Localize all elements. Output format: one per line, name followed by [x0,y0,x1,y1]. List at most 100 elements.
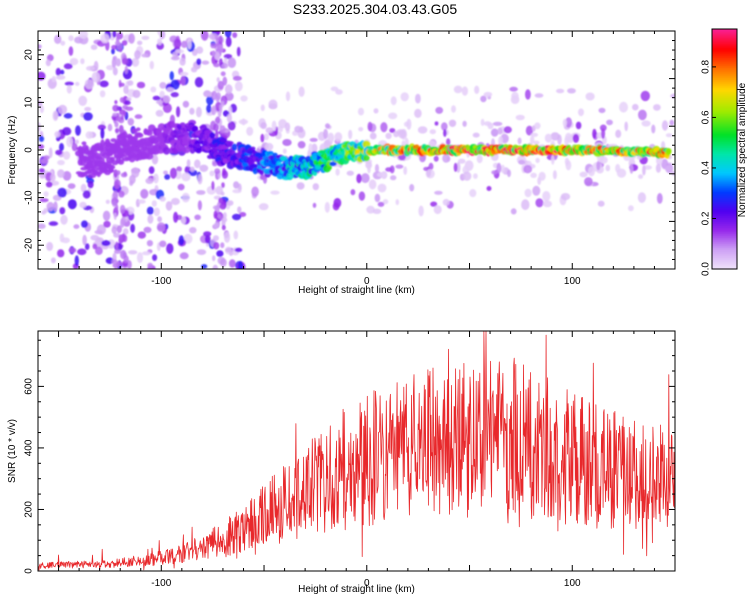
spectrogram-noise-cell [38,122,41,132]
spectrogram-noise-cell [189,166,195,172]
spectrogram-noise-cell [433,155,439,162]
colorbar-segment [712,193,737,196]
spectrogram-ridge-cell [162,146,171,155]
spectrogram-noise-cell [62,127,72,136]
spectrogram-noise-cell [63,113,73,119]
spectrogram-noise-cell [556,88,565,94]
spectrogram-streak-cell [114,249,121,254]
spectrogram-noise-cell [417,126,428,134]
spectrogram-noise-cell [159,240,167,248]
spectrogram-streak-cell [218,35,223,45]
spectrogram-noise-cell [367,121,373,132]
spectrogram-noise-cell [653,104,661,111]
spectrogram-noise-cell [498,136,504,146]
spectrogram-streak-cell [114,179,121,189]
spectrogram-noise-cell [83,112,93,121]
spectrogram-ridge-cell [136,127,141,132]
spectrogram-noise-cell [601,128,606,139]
spectrogram-noise-cell [170,92,179,98]
spectrogram-noise-cell [48,147,53,158]
spectrogram-noise-cell [638,174,644,179]
spectrogram-streak-cell [121,40,128,46]
spectrogram-noise-cell [263,133,269,141]
spectrogram-noise-cell [147,262,153,268]
spectrogram-noise-cell [233,230,239,240]
colorbar-segment [712,151,737,154]
spectrogram-noise-cell [107,123,113,132]
colorbar-segment [712,261,737,264]
spectrogram-noise-cell [510,208,517,215]
colorbar-segment [712,51,737,54]
spectrogram-noise-cell [116,225,122,234]
spectrogram-streak-cell [216,44,224,54]
spectrogram-noise-cell [655,163,662,173]
spectrogram-noise-cell [128,250,138,255]
colorbar-segment [712,253,737,256]
spectrogram-noise-cell [579,171,588,178]
spectrogram-ridge-cell [219,137,227,143]
colorbar-segment [712,207,737,210]
spectrogram-noise-cell [429,129,436,135]
spectrogram-ridge-cell [363,155,370,162]
colorbar-segment [712,47,737,50]
spectrogram-noise-cell [39,171,46,179]
x-tick-label: 0 [364,276,370,287]
y-tick-label: 0 [24,568,35,574]
colorbar-segment [712,191,737,194]
spectrogram-noise-cell [376,172,386,178]
spectrogram-noise-cell [94,230,103,235]
spectrogram-noise-cell [661,120,669,131]
spectrogram-noise-cell [406,118,412,130]
spectrogram-noise-cell [599,124,607,132]
colorbar-segment [712,165,737,168]
spectrogram-noise-cell [53,201,58,212]
colorbar-segment [712,201,737,204]
spectrogram-noise-cell [194,77,204,88]
x-tick-label: 100 [564,276,581,287]
spectrogram-noise-cell [585,92,595,101]
colorbar-segment [712,147,737,150]
spectrogram-noise-cell [64,81,74,86]
spectrogram-noise-cell [197,174,203,185]
colorbar-segment [712,157,737,160]
spectrogram-streak-cell [213,235,219,242]
spectrogram-streak-cell [214,117,220,123]
spectrogram-ridge-cell [194,143,201,148]
spectrogram-noise-cell [332,202,340,211]
spectrogram-noise-cell [533,140,540,145]
spectrogram-noise-cell [530,135,535,144]
spectrogram-noise-cell [78,95,88,107]
colorbar-segment [712,139,737,142]
spectrogram-noise-cell [233,181,240,189]
colorbar-segment [712,101,737,104]
colorbar-segment [712,95,737,98]
spectrogram-streak-cell [216,77,220,83]
spectrogram-noise-cell [390,96,397,106]
spectrogram-streak-cell [213,123,219,132]
spectrogram-noise-cell [246,126,254,136]
spectrogram-noise-cell [81,220,88,228]
spectrogram-noise-cell [309,137,318,142]
spectrogram-noise-cell [393,130,399,138]
spectrogram-noise-cell [69,58,79,66]
spectrogram-noise-cell [241,118,246,126]
spectrogram-noise-cell [374,164,380,173]
spectrogram-noise-cell [147,214,154,224]
colorbar-segment [712,63,737,66]
spectrogram-noise-cell [87,173,96,179]
colorbar-segment [712,251,737,254]
spectrogram-noise-cell [189,227,197,234]
spectrogram-noise-cell [80,58,85,65]
spectrogram-streak-cell [214,168,221,175]
spectrogram-noise-cell [606,119,613,126]
spectrogram-noise-cell [446,138,451,146]
spectrogram-streak-cell [115,116,123,122]
colorbar-segment [712,137,737,140]
spectrogram-noise-cell [228,251,234,256]
colorbar-segment [712,213,737,216]
spectrogram-noise-cell [491,170,498,175]
spectrogram-noise-cell [395,164,404,169]
spectrogram-noise-cell [457,158,466,164]
spectrogram-noise-cell [97,124,106,130]
